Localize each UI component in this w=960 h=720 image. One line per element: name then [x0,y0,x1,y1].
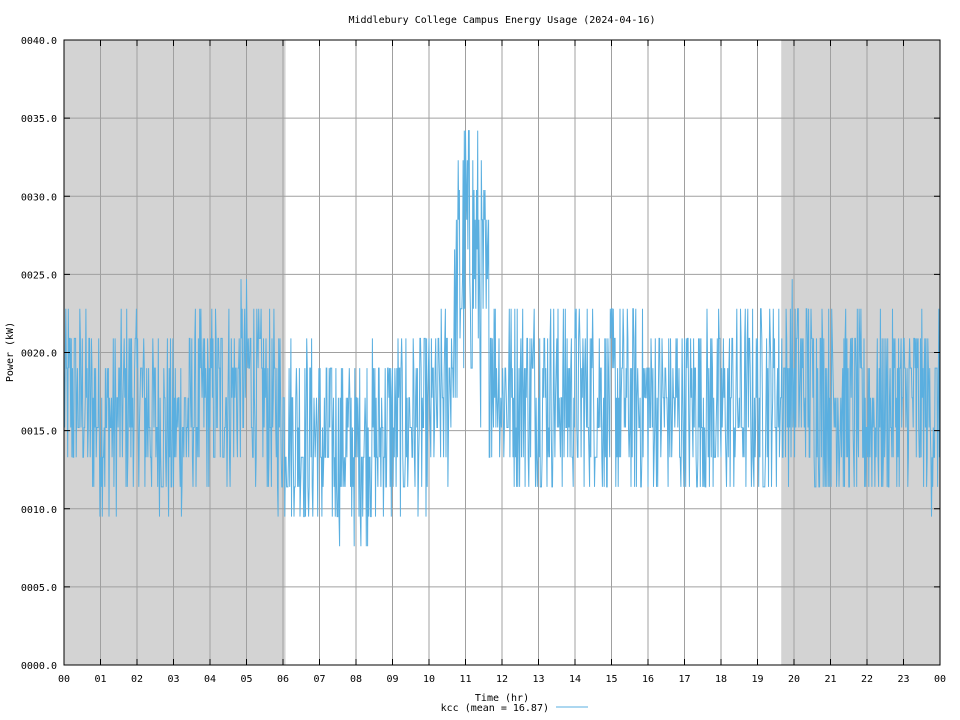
y-axis-label: Power (kW) [5,322,16,382]
x-tick-label-11: 11 [459,674,471,685]
x-tick-label-6: 06 [277,674,289,685]
y-tick-label-8: 0040.0 [21,36,57,47]
x-tick-label-2: 02 [131,674,143,685]
y-tick-labels: 0000.0 0005.0 0010.0 0015.0 0020.0 0025.0 0030… [21,36,57,672]
x-tick-label-5: 05 [240,674,252,685]
x-tick-label-24: 00 [934,674,946,685]
x-tick-label-17: 17 [678,674,690,685]
x-tick-label-0: 00 [58,674,70,685]
x-tick-label-3: 03 [167,674,179,685]
x-axis-label: Time (hr) [475,693,529,704]
y-tick-label-2: 0010.0 [21,505,57,516]
x-tick-label-4: 04 [204,674,216,685]
x-tick-label-18: 18 [715,674,727,685]
y-tick-label-6: 0030.0 [21,192,57,203]
x-tick-label-12: 12 [496,674,508,685]
tick-marks [63,39,941,666]
series-line-kcc [63,130,941,547]
y-tick-label-4: 0020.0 [21,349,57,360]
series-group [63,130,941,547]
x-tick-labels: 00 01 02 03 04 05 06 07 08 09 10 11 12 13 14 15 16 17 18 19… [58,674,946,685]
x-tick-label-13: 13 [532,674,544,685]
x-tick-label-8: 08 [350,674,362,685]
x-tick-label-19: 19 [751,674,763,685]
x-tick-label-21: 21 [824,674,836,685]
x-tick-label-15: 15 [605,674,617,685]
x-tick-label-23: 23 [897,674,909,685]
x-tick-label-7: 07 [313,674,325,685]
y-tick-label-3: 0015.0 [21,427,57,438]
x-tick-label-22: 22 [861,674,873,685]
y-tick-label-7: 0035.0 [21,114,57,125]
y-tick-label-0: 0000.0 [21,661,57,672]
y-tick-label-5: 0025.0 [21,270,57,281]
x-tick-label-9: 09 [386,674,398,685]
x-tick-label-10: 10 [423,674,435,685]
legend: kcc (mean = 16.87) [441,703,588,714]
x-tick-label-16: 16 [642,674,654,685]
legend-entry-label: kcc (mean = 16.87) [441,703,549,714]
chart-title: Middlebury College Campus Energy Usage (… [348,15,655,26]
x-tick-label-14: 14 [569,674,581,685]
x-tick-label-20: 20 [788,674,800,685]
x-tick-label-1: 01 [94,674,106,685]
y-tick-label-1: 0005.0 [21,583,57,594]
